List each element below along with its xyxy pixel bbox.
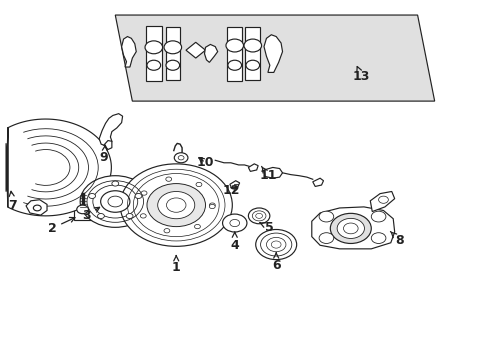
Circle shape (336, 219, 364, 238)
Circle shape (145, 41, 162, 54)
Circle shape (97, 213, 104, 219)
Circle shape (147, 184, 205, 226)
Polygon shape (6, 119, 111, 216)
Circle shape (163, 41, 181, 54)
Circle shape (77, 205, 88, 214)
Circle shape (244, 39, 261, 52)
Polygon shape (245, 27, 260, 80)
Circle shape (141, 191, 147, 195)
Polygon shape (264, 35, 282, 72)
Circle shape (319, 211, 333, 222)
Circle shape (135, 193, 142, 198)
Text: 8: 8 (389, 231, 403, 247)
Circle shape (378, 196, 387, 203)
Circle shape (196, 182, 202, 186)
Circle shape (209, 204, 215, 209)
Text: 6: 6 (271, 253, 280, 272)
Circle shape (163, 229, 169, 233)
Circle shape (194, 224, 200, 229)
Circle shape (126, 213, 133, 219)
Circle shape (319, 233, 333, 243)
Circle shape (225, 39, 243, 52)
Polygon shape (248, 164, 258, 171)
Polygon shape (26, 200, 47, 215)
Circle shape (165, 60, 179, 70)
Polygon shape (264, 167, 282, 178)
Text: 13: 13 (352, 67, 369, 83)
Circle shape (101, 191, 130, 212)
Text: 10: 10 (196, 156, 214, 169)
Circle shape (158, 192, 194, 219)
Polygon shape (369, 192, 394, 212)
Polygon shape (312, 178, 323, 186)
Circle shape (227, 60, 241, 70)
Circle shape (248, 208, 269, 224)
Circle shape (120, 164, 232, 246)
Circle shape (255, 229, 296, 260)
Text: 11: 11 (259, 166, 276, 182)
Polygon shape (204, 44, 217, 62)
Circle shape (88, 193, 95, 198)
Circle shape (370, 211, 385, 222)
Text: 4: 4 (230, 232, 239, 252)
Polygon shape (146, 26, 161, 81)
Circle shape (80, 176, 150, 227)
Text: 3: 3 (81, 207, 100, 222)
Text: 2: 2 (47, 217, 75, 235)
Circle shape (112, 181, 119, 186)
Text: 1: 1 (171, 256, 180, 274)
Circle shape (140, 214, 146, 218)
Text: 7: 7 (8, 191, 17, 212)
Circle shape (330, 213, 370, 243)
Text: 5: 5 (260, 221, 274, 234)
Polygon shape (99, 114, 122, 146)
Circle shape (370, 233, 385, 243)
Polygon shape (227, 27, 242, 81)
Polygon shape (229, 181, 239, 189)
Polygon shape (115, 15, 434, 101)
Polygon shape (122, 37, 136, 67)
Circle shape (209, 203, 215, 207)
Polygon shape (104, 140, 112, 149)
Circle shape (174, 153, 187, 163)
Polygon shape (185, 42, 205, 58)
Polygon shape (165, 27, 180, 80)
Circle shape (165, 177, 171, 181)
Text: 9: 9 (100, 145, 108, 164)
Text: 12: 12 (222, 184, 239, 197)
Circle shape (147, 60, 160, 70)
Circle shape (222, 214, 246, 232)
Polygon shape (311, 207, 394, 249)
Circle shape (245, 60, 259, 70)
